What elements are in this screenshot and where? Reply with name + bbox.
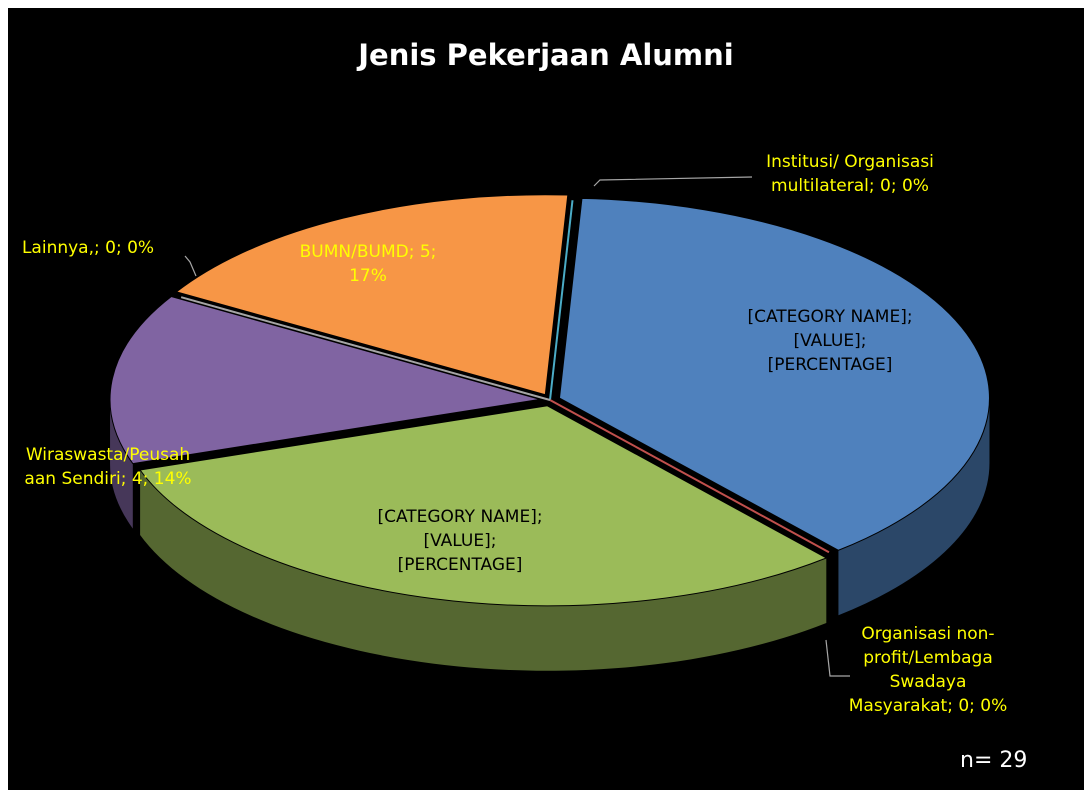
slice-side: [140, 469, 827, 671]
data-label: Wiraswasta/Peusah aan Sendiri; 4; 14%: [24, 445, 192, 489]
leader-line: [825, 639, 850, 677]
data-label: Organisasi non- profit/Lembaga Swadaya M…: [848, 624, 1008, 716]
slice: [549, 200, 574, 401]
data-label: [CATEGORY NAME]; [VALUE]; [PERCENTAGE]: [747, 307, 913, 375]
slice-side: [110, 399, 133, 529]
pie: [109, 194, 990, 671]
leader-lines: [184, 176, 850, 677]
slice: [549, 399, 830, 554]
slice: [109, 296, 541, 465]
chart-title: Jenis Pekerjaan Alumni: [358, 38, 734, 72]
slice: [139, 405, 828, 607]
leader-line: [593, 176, 753, 187]
data-label: [CATEGORY NAME]; [VALUE]; [PERCENTAGE]: [377, 507, 543, 575]
data-label: Lainnya,; 0; 0%: [21, 238, 155, 258]
sample-size: n= 29: [960, 748, 1028, 773]
data-label: Institusi/ Organisasi multilateral; 0; 0…: [766, 152, 934, 196]
slice: [175, 194, 569, 396]
slice: [558, 197, 990, 551]
leader-line: [184, 255, 197, 277]
data-label: BUMN/BUMD; 5; 17%: [299, 242, 437, 286]
slice: [180, 296, 551, 401]
slice-side: [838, 398, 990, 616]
